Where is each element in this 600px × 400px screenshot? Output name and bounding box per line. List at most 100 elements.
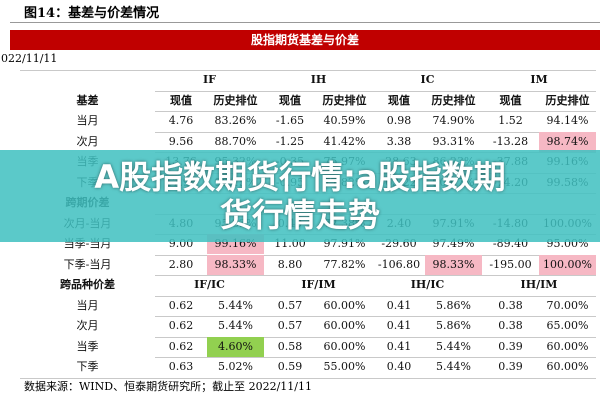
table-cell: 2.80 bbox=[168, 257, 194, 271]
sub-header: 现值 bbox=[279, 93, 301, 107]
table-cell: 77.82% bbox=[323, 257, 366, 271]
table-cell: 0.57 bbox=[277, 298, 303, 312]
table-cell: 98.33% bbox=[207, 254, 264, 275]
row-label: 当季 bbox=[20, 336, 155, 357]
table-cell: 60.00% bbox=[323, 319, 366, 332]
row-label: 次月 bbox=[20, 131, 155, 152]
table-cell: 60.00% bbox=[323, 339, 366, 353]
table-cell: 0.62 bbox=[168, 339, 194, 353]
table-cell: 9.56 bbox=[168, 134, 194, 148]
row-rule bbox=[20, 295, 596, 297]
row-rule bbox=[20, 316, 596, 317]
overlay-title: A股指数期货行情:a股指数期货行情走势 bbox=[94, 158, 506, 234]
group-header: IF bbox=[203, 73, 216, 86]
table-cell: 0.38 bbox=[498, 298, 523, 312]
section-label: 跨品种价差 bbox=[20, 275, 155, 295]
table-cell: 60.00% bbox=[323, 298, 366, 312]
table-cell: 88.70% bbox=[214, 134, 257, 148]
table-cell: 0.58 bbox=[277, 339, 303, 353]
table-cell: 94.14% bbox=[546, 114, 589, 127]
row-label: 当月 bbox=[20, 295, 155, 316]
group-header: IC bbox=[420, 73, 435, 86]
table-cell: 0.39 bbox=[498, 339, 523, 353]
sub-header: 历史排位 bbox=[545, 93, 590, 107]
row-rule bbox=[20, 90, 596, 92]
table-cell: 0.63 bbox=[168, 360, 194, 373]
sub-header: 历史排位 bbox=[431, 93, 476, 107]
table-cell: 74.90% bbox=[432, 114, 475, 127]
table-cell: 4.60% bbox=[207, 336, 264, 357]
table-title: 股指期货基差与价差 bbox=[10, 30, 600, 50]
table-cell: 70.00% bbox=[546, 298, 589, 312]
table-cell: 0.41 bbox=[386, 339, 412, 353]
table-cell: 5.44% bbox=[436, 339, 471, 353]
table-cell: 0.62 bbox=[168, 319, 194, 332]
section-label: 基差 bbox=[20, 90, 155, 111]
sub-header: 现值 bbox=[499, 93, 522, 107]
pair-header: IF/IC bbox=[194, 278, 225, 291]
table-cell: 8.80 bbox=[277, 257, 303, 271]
table-cell: 5.44% bbox=[436, 360, 471, 373]
table-cell: 98.74% bbox=[539, 131, 596, 152]
group-header: IM bbox=[530, 73, 548, 86]
table-cell: 100.00% bbox=[539, 254, 596, 275]
figure-title: 图14：基差与价差情况 bbox=[24, 6, 160, 21]
row-label: 下季-当月 bbox=[20, 254, 155, 275]
overlay-band: A股指数期货行情:a股指数期货行情走势 bbox=[0, 150, 600, 242]
pair-header: IH/IC bbox=[410, 278, 445, 291]
table-cell: 5.02% bbox=[218, 360, 253, 373]
table-cell: -1.65 bbox=[275, 114, 305, 127]
row-rule bbox=[20, 357, 596, 358]
row-rule bbox=[20, 336, 596, 338]
table-cell: 55.00% bbox=[323, 360, 366, 373]
table-cell: 0.38 bbox=[498, 319, 523, 332]
table-cell: 5.86% bbox=[436, 298, 471, 312]
table-cell: -13.28 bbox=[492, 134, 529, 148]
table-cell: 0.62 bbox=[168, 298, 194, 312]
table-cell: 0.41 bbox=[386, 319, 412, 332]
table-cell: -106.80 bbox=[377, 257, 421, 271]
table-cell: 3.38 bbox=[386, 134, 412, 148]
table-cell: 60.00% bbox=[546, 360, 589, 373]
source-note: 数据来源：WIND、恒泰期货研究所；截止至 2022/11/11 bbox=[24, 380, 312, 393]
pair-header: IF/IM bbox=[301, 278, 336, 291]
row-rule bbox=[20, 111, 596, 112]
pair-header: IH/IM bbox=[520, 278, 558, 291]
table-cell: -1.25 bbox=[275, 134, 305, 148]
table-cell: 60.00% bbox=[546, 339, 589, 353]
row-rule bbox=[20, 254, 596, 256]
row-rule bbox=[20, 377, 596, 379]
table-cell: 65.00% bbox=[546, 319, 589, 332]
table-cell: 0.59 bbox=[277, 360, 303, 373]
table-cell: 4.76 bbox=[168, 114, 194, 127]
sub-header: 现值 bbox=[388, 93, 410, 107]
table-cell: 41.42% bbox=[323, 134, 366, 148]
row-label: 当月 bbox=[20, 111, 155, 131]
row-rule bbox=[20, 131, 596, 133]
table-cell: 1.52 bbox=[498, 114, 523, 127]
sub-header: 历史排位 bbox=[322, 93, 367, 107]
table-cell: 0.40 bbox=[386, 360, 412, 373]
date: 2022/11/11 bbox=[0, 52, 58, 65]
table-cell: 98.33% bbox=[425, 254, 482, 275]
table-cell: 5.86% bbox=[436, 319, 471, 332]
sub-header: 历史排位 bbox=[213, 93, 258, 107]
table-cell: 83.26% bbox=[214, 114, 257, 127]
row-label: 下季 bbox=[20, 357, 155, 377]
title-rule bbox=[10, 22, 600, 23]
table-cell: 5.44% bbox=[218, 298, 253, 312]
row-rule bbox=[20, 70, 596, 71]
table-cell: -195.00 bbox=[489, 257, 532, 271]
table-cell: 0.98 bbox=[386, 114, 412, 127]
sub-header: 现值 bbox=[170, 93, 192, 107]
table-cell: 40.59% bbox=[323, 114, 366, 127]
group-header: IH bbox=[310, 73, 327, 86]
table-cell: 0.57 bbox=[277, 319, 303, 332]
row-rule bbox=[20, 275, 596, 276]
table-cell: 0.39 bbox=[498, 360, 523, 373]
row-label: 次月 bbox=[20, 316, 155, 336]
table-cell: 5.44% bbox=[218, 319, 253, 332]
table-cell: 0.41 bbox=[386, 298, 412, 312]
table-cell: 93.31% bbox=[432, 134, 475, 148]
